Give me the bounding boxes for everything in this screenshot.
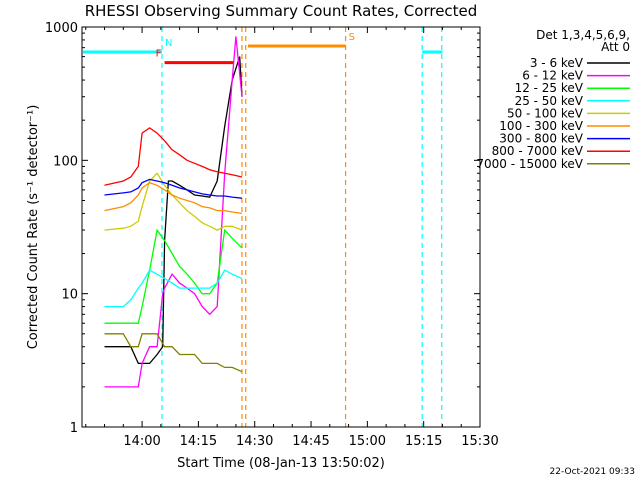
- legend-label-7: 800 - 7000 keV: [492, 144, 584, 158]
- x-tick-label-6: 15:30: [461, 434, 498, 449]
- y-axis-label: Corrected Count Rate (s⁻¹ detector⁻¹): [26, 105, 41, 350]
- x-tick-label-5: 15:15: [405, 434, 442, 449]
- legend-label-4: 50 - 100 keV: [507, 106, 584, 120]
- legend-label-8: 7000 - 15000 keV: [476, 157, 583, 171]
- series-line-2: [104, 228, 243, 324]
- x-axis-label: Start Time (08-Jan-13 13:50:02): [177, 456, 385, 471]
- legend-label-1: 6 - 12 keV: [522, 69, 584, 83]
- interval-label-F: F: [156, 49, 162, 60]
- series-line-7: [104, 127, 243, 186]
- series-line-1: [104, 36, 243, 388]
- legend-label-0: 3 - 6 keV: [530, 56, 584, 70]
- x-tick-label-2: 14:30: [236, 434, 273, 449]
- legend-header-line2: Att 0: [601, 40, 630, 54]
- y-tick-label-3: 1000: [45, 21, 78, 36]
- legend-header-line1: Det 1,3,4,5,6,9,: [536, 28, 630, 42]
- legend-label-2: 12 - 25 keV: [515, 81, 584, 95]
- interval-label-S: S: [349, 32, 355, 43]
- series-line-6: [104, 178, 243, 199]
- plot-frame: [81, 26, 481, 428]
- legend-label-3: 25 - 50 keV: [515, 94, 584, 108]
- y-tick-label-0: 1: [70, 421, 78, 436]
- y-tick-label-2: 100: [53, 154, 78, 169]
- legend-label-6: 300 - 800 keV: [499, 132, 583, 146]
- series-line-3: [104, 269, 243, 308]
- interval-label-N: N: [165, 38, 172, 49]
- series-line-0: [104, 56, 243, 365]
- chart-title: RHESSI Observing Summary Count Rates, Co…: [85, 2, 478, 20]
- x-tick-label-0: 14:00: [123, 434, 160, 449]
- footer-date: 22-Oct-2021 09:33: [550, 467, 635, 477]
- x-tick-label-4: 15:00: [349, 434, 386, 449]
- legend-label-5: 100 - 300 keV: [499, 119, 583, 133]
- series-line-5: [104, 181, 243, 215]
- x-tick-label-1: 14:15: [180, 434, 217, 449]
- x-tick-label-3: 14:45: [292, 434, 329, 449]
- series-line-4: [104, 172, 243, 231]
- y-tick-label-1: 10: [61, 288, 78, 303]
- series-line-8: [104, 333, 243, 373]
